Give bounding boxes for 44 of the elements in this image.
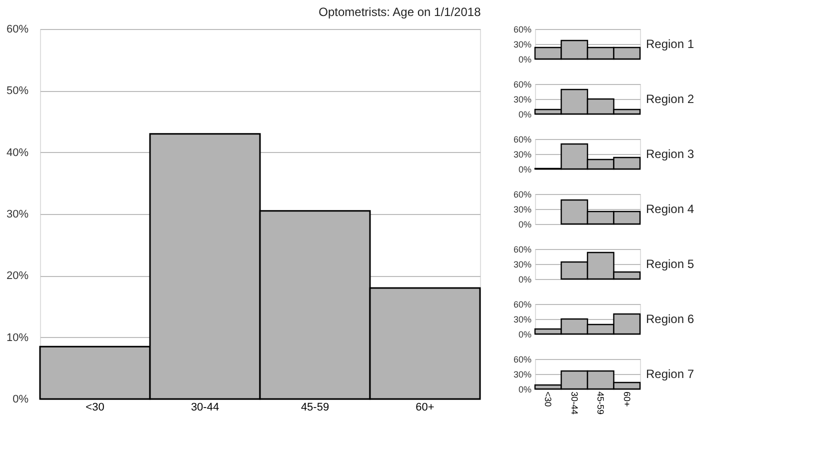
x-tick-label: <30	[543, 392, 554, 407]
y-tick-label: 0%	[12, 394, 29, 406]
y-tick-label: 40%	[6, 146, 29, 159]
y-tick-label: 60%	[513, 354, 532, 364]
y-tick-label: 0%	[518, 274, 532, 284]
y-tick-label: 0%	[518, 220, 532, 230]
text: Region 7	[646, 367, 694, 381]
y-tick-label: 30%	[513, 260, 532, 270]
x-tick-label: 45-59	[596, 392, 606, 415]
y-tick-label: 30%	[6, 208, 29, 220]
y-tick-label: 0%	[518, 330, 532, 340]
y-tick-label: 60%	[513, 80, 532, 90]
text: Region 4	[646, 202, 694, 216]
y-tick-label: 10%	[6, 332, 29, 344]
y-tick-label: 60%	[513, 134, 532, 144]
x-tick-label: 30-44	[190, 402, 220, 414]
x-tick-label: 30-44	[569, 392, 580, 415]
y-tick-label: 0%	[518, 110, 532, 120]
y-tick-label: 60%	[6, 24, 29, 36]
text: Region 3	[646, 147, 694, 161]
y-tick-label: 30%	[513, 150, 532, 160]
text: Region 2	[646, 92, 694, 106]
x-tick-label: <30	[86, 402, 104, 414]
x-tick-label: 60+	[416, 402, 434, 414]
y-tick-label: 30%	[513, 314, 532, 324]
y-tick-label: 30%	[513, 204, 532, 214]
y-tick-label: 0%	[518, 384, 532, 394]
y-tick-label: 60%	[513, 300, 532, 310]
y-tick-label: 30%	[513, 40, 532, 50]
text: Region 1	[646, 37, 694, 51]
y-tick-label: 50%	[6, 85, 29, 98]
y-tick-label: 0%	[518, 54, 532, 64]
y-tick-label: 60%	[513, 190, 532, 200]
y-tick-label: 30%	[513, 370, 532, 380]
y-tick-label: 60%	[513, 244, 532, 254]
y-tick-label: 20%	[6, 270, 29, 282]
y-tick-label: 30%	[513, 94, 532, 104]
text: Region 6	[646, 312, 694, 326]
y-tick-label: 60%	[513, 24, 532, 34]
x-tick-label: 45-59	[300, 402, 330, 414]
text: Region 5	[646, 257, 694, 271]
chart-title: Optometrists: Age on 1/1/2018	[318, 5, 482, 19]
x-tick-label: 60+	[622, 392, 632, 407]
y-tick-label: 0%	[518, 164, 532, 174]
